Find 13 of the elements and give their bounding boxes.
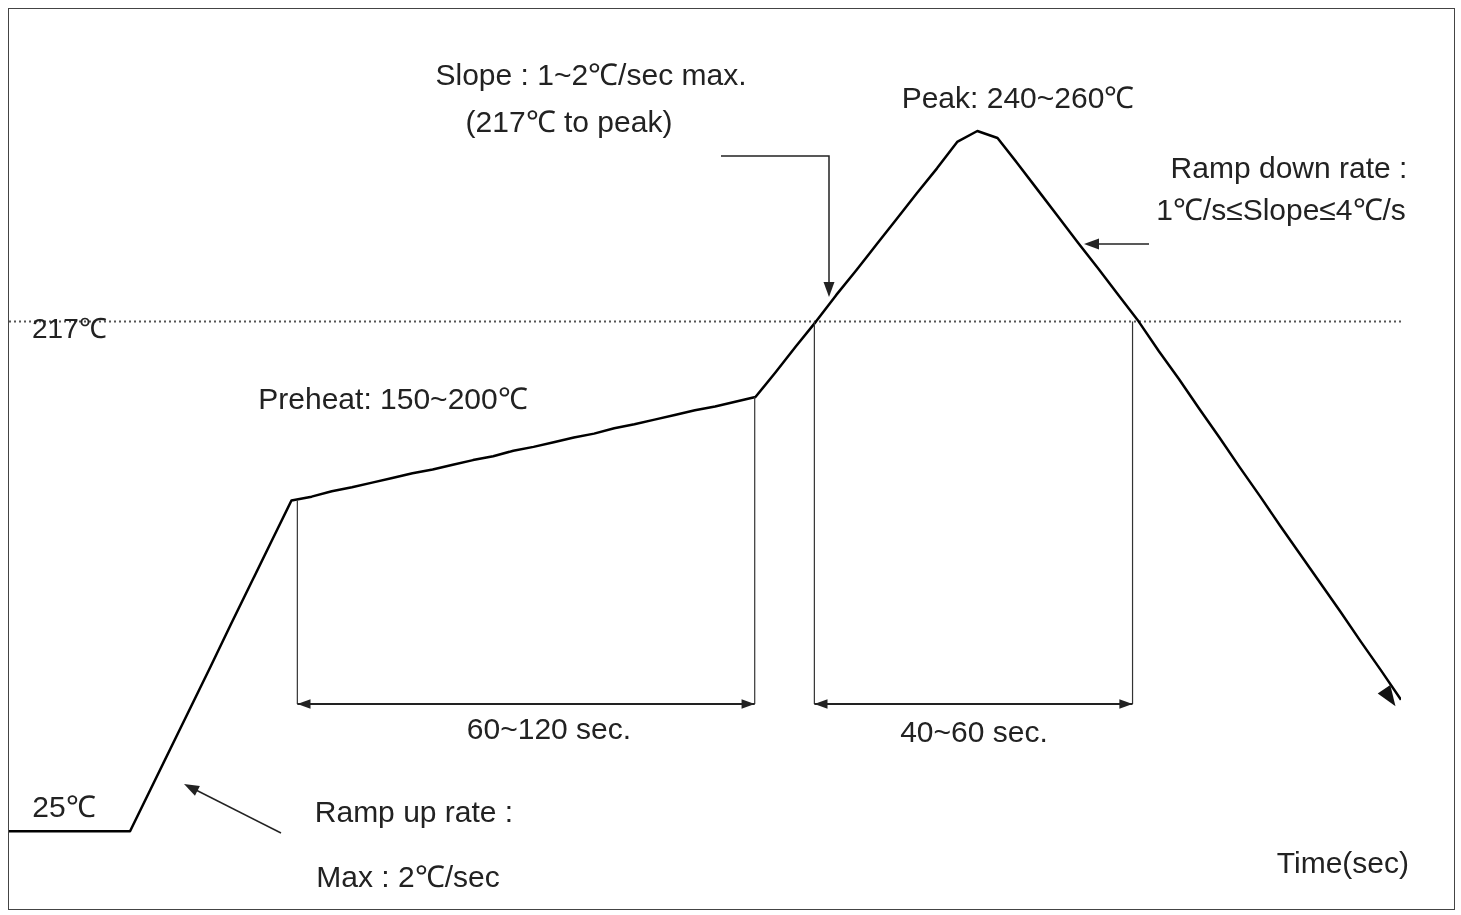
x-axis-title: Time(sec) <box>1276 846 1409 879</box>
text: Slope : 1~2℃/sec max. <box>435 57 747 91</box>
text: Peak: 240~260℃ <box>901 80 1135 114</box>
annotation: 40~60 sec. <box>900 714 1048 748</box>
annotation: 25℃ <box>32 789 96 823</box>
annotation: Ramp up rate : <box>314 794 514 828</box>
annotation: Preheat: 150~200℃ <box>258 381 528 415</box>
annotation: (217℃ to peak) <box>465 104 673 138</box>
annotation: Ramp down rate : <box>1170 150 1408 184</box>
annotation: Max : 2℃/sec <box>316 859 500 893</box>
annotation: 60~120 sec. <box>466 711 632 745</box>
ref-line-label: 217℃ <box>32 313 107 345</box>
annotation: 1℃/s≤Slope≤4℃/s <box>1156 192 1406 226</box>
